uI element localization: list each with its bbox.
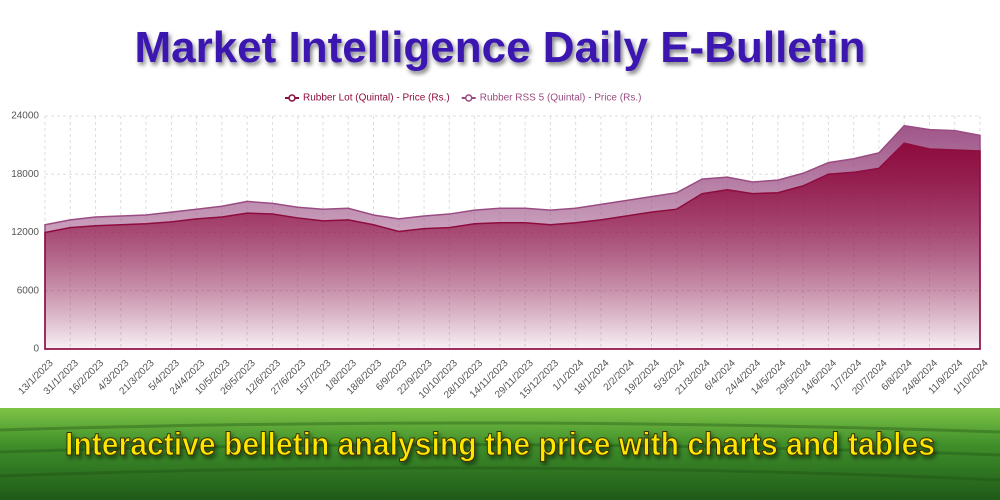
y-tick-label: 18000 <box>11 169 39 180</box>
y-tick-label: 24000 <box>11 111 39 122</box>
legend-label: Rubber Lot (Quintal) - Price (Rs.) <box>303 93 450 104</box>
field-rows <box>0 421 1000 482</box>
y-tick-label: 12000 <box>11 227 39 238</box>
y-tick-label: 0 <box>33 344 39 355</box>
legend-marker <box>464 94 473 102</box>
field-band <box>0 408 1000 500</box>
legend-label: Rubber RSS 5 (Quintal) - Price (Rs.) <box>480 93 642 104</box>
banner-text: Interactive belletin analysing the price… <box>65 426 935 462</box>
y-tick-label: 6000 <box>17 285 40 296</box>
area <box>44 142 981 350</box>
title: Market Intelligence Daily E-Bulletin <box>134 23 865 72</box>
legend-marker <box>288 94 296 102</box>
